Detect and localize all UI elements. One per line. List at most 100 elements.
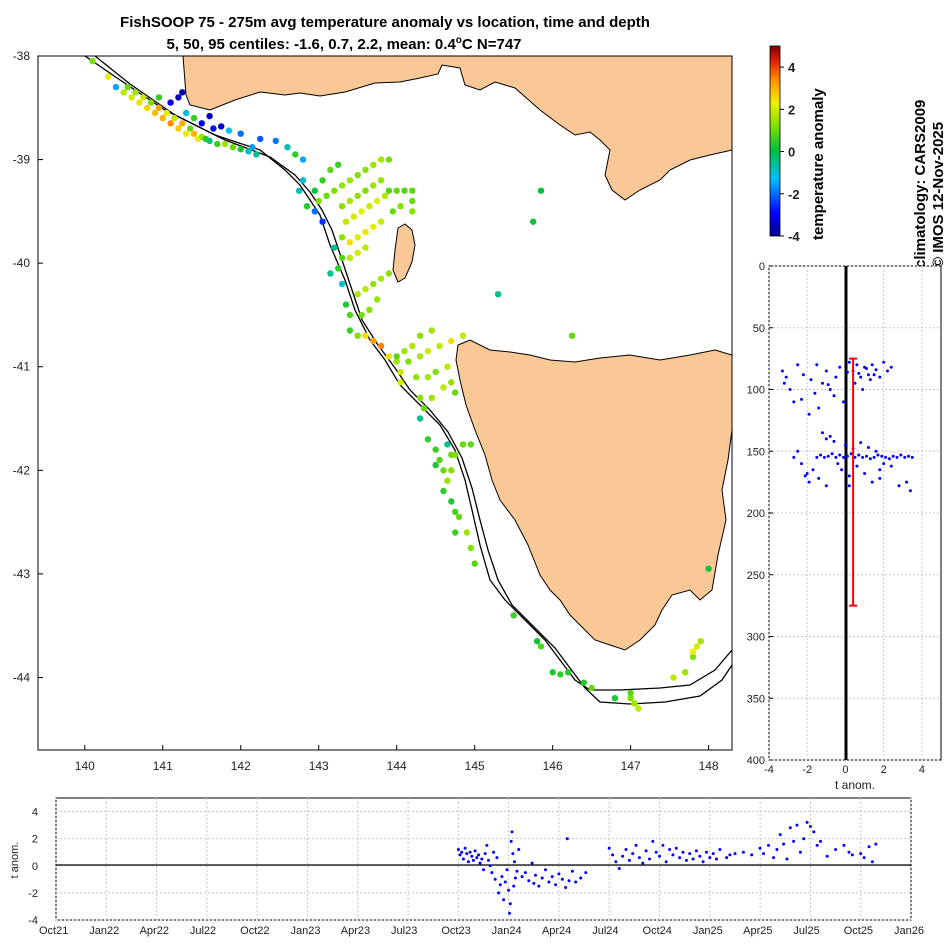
map-point (428, 394, 435, 401)
map-point (346, 311, 354, 319)
map-point (424, 348, 432, 355)
map-point (136, 99, 143, 106)
depth-point (876, 453, 880, 457)
depth-point (809, 378, 813, 382)
map-point (362, 187, 369, 194)
map-point (311, 208, 318, 215)
map-point (338, 203, 346, 210)
map-xtick-label: 140 (75, 759, 95, 773)
depth-point (845, 370, 849, 374)
ts-point (502, 898, 506, 902)
map-ytick-label: -40 (13, 256, 31, 270)
ts-point (617, 867, 621, 870)
depth-point (886, 369, 889, 373)
map-point (190, 114, 198, 122)
ts-point (654, 850, 658, 854)
title-line-2: 5, 50, 95 centiles: -1.6, 0.7, 2.2, mean… (166, 35, 521, 53)
depth-point (887, 457, 891, 461)
map-point (389, 208, 396, 215)
map-point (331, 187, 338, 194)
depth-ytick-label: 50 (753, 323, 765, 335)
depth-point (861, 388, 865, 391)
ts-xtick-label: Oct25 (844, 925, 873, 937)
ts-point (634, 843, 638, 847)
map-point (327, 166, 334, 174)
map-point (381, 192, 389, 199)
map-point (631, 700, 638, 707)
depth-point (865, 367, 868, 370)
map-point (452, 451, 459, 458)
map-point (588, 684, 595, 692)
time-series-panel: Oct21 Jan22 Apr22 Jul22 Oct22 Jan23 Apr23 Jul23… (9, 797, 924, 937)
depth-point (813, 391, 817, 395)
depth-point (822, 455, 826, 459)
depth-point (834, 455, 838, 459)
depth-ytick-label: 150 (747, 446, 765, 458)
ts-point (510, 830, 514, 834)
depth-point (836, 462, 840, 466)
map-point (147, 99, 155, 106)
depth-point (826, 383, 830, 387)
map-point (362, 285, 369, 293)
map-point (693, 643, 701, 650)
ts-point (631, 852, 635, 856)
map-point (444, 441, 451, 448)
depth-point (830, 452, 834, 456)
ts-ytick-label: 2 (32, 834, 38, 846)
map-point (284, 144, 291, 151)
map-point (405, 358, 412, 365)
map-point (272, 137, 279, 145)
ts-point (750, 853, 754, 857)
ts-point (458, 853, 462, 857)
ts-point (808, 825, 812, 828)
ts-axes: Oct21 Jan22 Apr22 Jul22 Oct22 Jan23 Apr23 Jul23… (28, 807, 924, 937)
map-point (393, 353, 400, 360)
ts-point (644, 849, 648, 853)
ts-ytick-label: -4 (28, 915, 38, 927)
depth-point (845, 454, 849, 458)
ts-xtick-label: Apr25 (743, 925, 772, 937)
map-point (409, 187, 416, 194)
ts-point (684, 858, 688, 862)
ts-points (456, 820, 878, 915)
map-point (335, 265, 342, 272)
depth-point (821, 381, 824, 385)
map-point (537, 187, 545, 194)
ts-point (658, 854, 661, 858)
depth-ytick-label: 400 (747, 755, 765, 767)
ts-point (523, 871, 527, 875)
map-point (229, 144, 237, 151)
ts-point (671, 853, 675, 857)
title-line-1: FishSOOP 75 - 275m avg temperature anoma… (120, 14, 650, 31)
map-point (397, 368, 404, 376)
colorbar-tick-label: 0 (788, 145, 795, 160)
colorbar-tick-label: 4 (788, 60, 796, 75)
map-point (183, 130, 190, 137)
depth-point (878, 375, 882, 379)
map-point (171, 114, 178, 122)
map-point (354, 192, 361, 199)
depth-point (874, 368, 878, 372)
map-point (377, 177, 385, 184)
map-point (292, 151, 299, 158)
ts-point (691, 857, 695, 861)
map-point (140, 94, 147, 101)
depth-point (811, 468, 815, 472)
depth-point (903, 455, 907, 459)
map-point (319, 218, 326, 225)
map-point (409, 342, 416, 350)
depth-point (838, 365, 842, 369)
map-point (377, 156, 385, 163)
ts-xtick-label: Jan24 (492, 925, 522, 937)
map-point (697, 638, 704, 645)
depth-axes: -4 -2 0 2 4 0 50 100 150 200 250 300 350 400 (747, 261, 925, 776)
map-point (580, 679, 587, 686)
ts-point (815, 843, 819, 847)
map-point (452, 389, 459, 396)
depth-point (847, 360, 851, 364)
map-point (413, 373, 420, 381)
ts-point (513, 876, 517, 880)
copyright-note: © IMOS 12-Nov-2025 (930, 122, 947, 268)
map-point (467, 544, 474, 552)
ts-point (544, 868, 547, 872)
